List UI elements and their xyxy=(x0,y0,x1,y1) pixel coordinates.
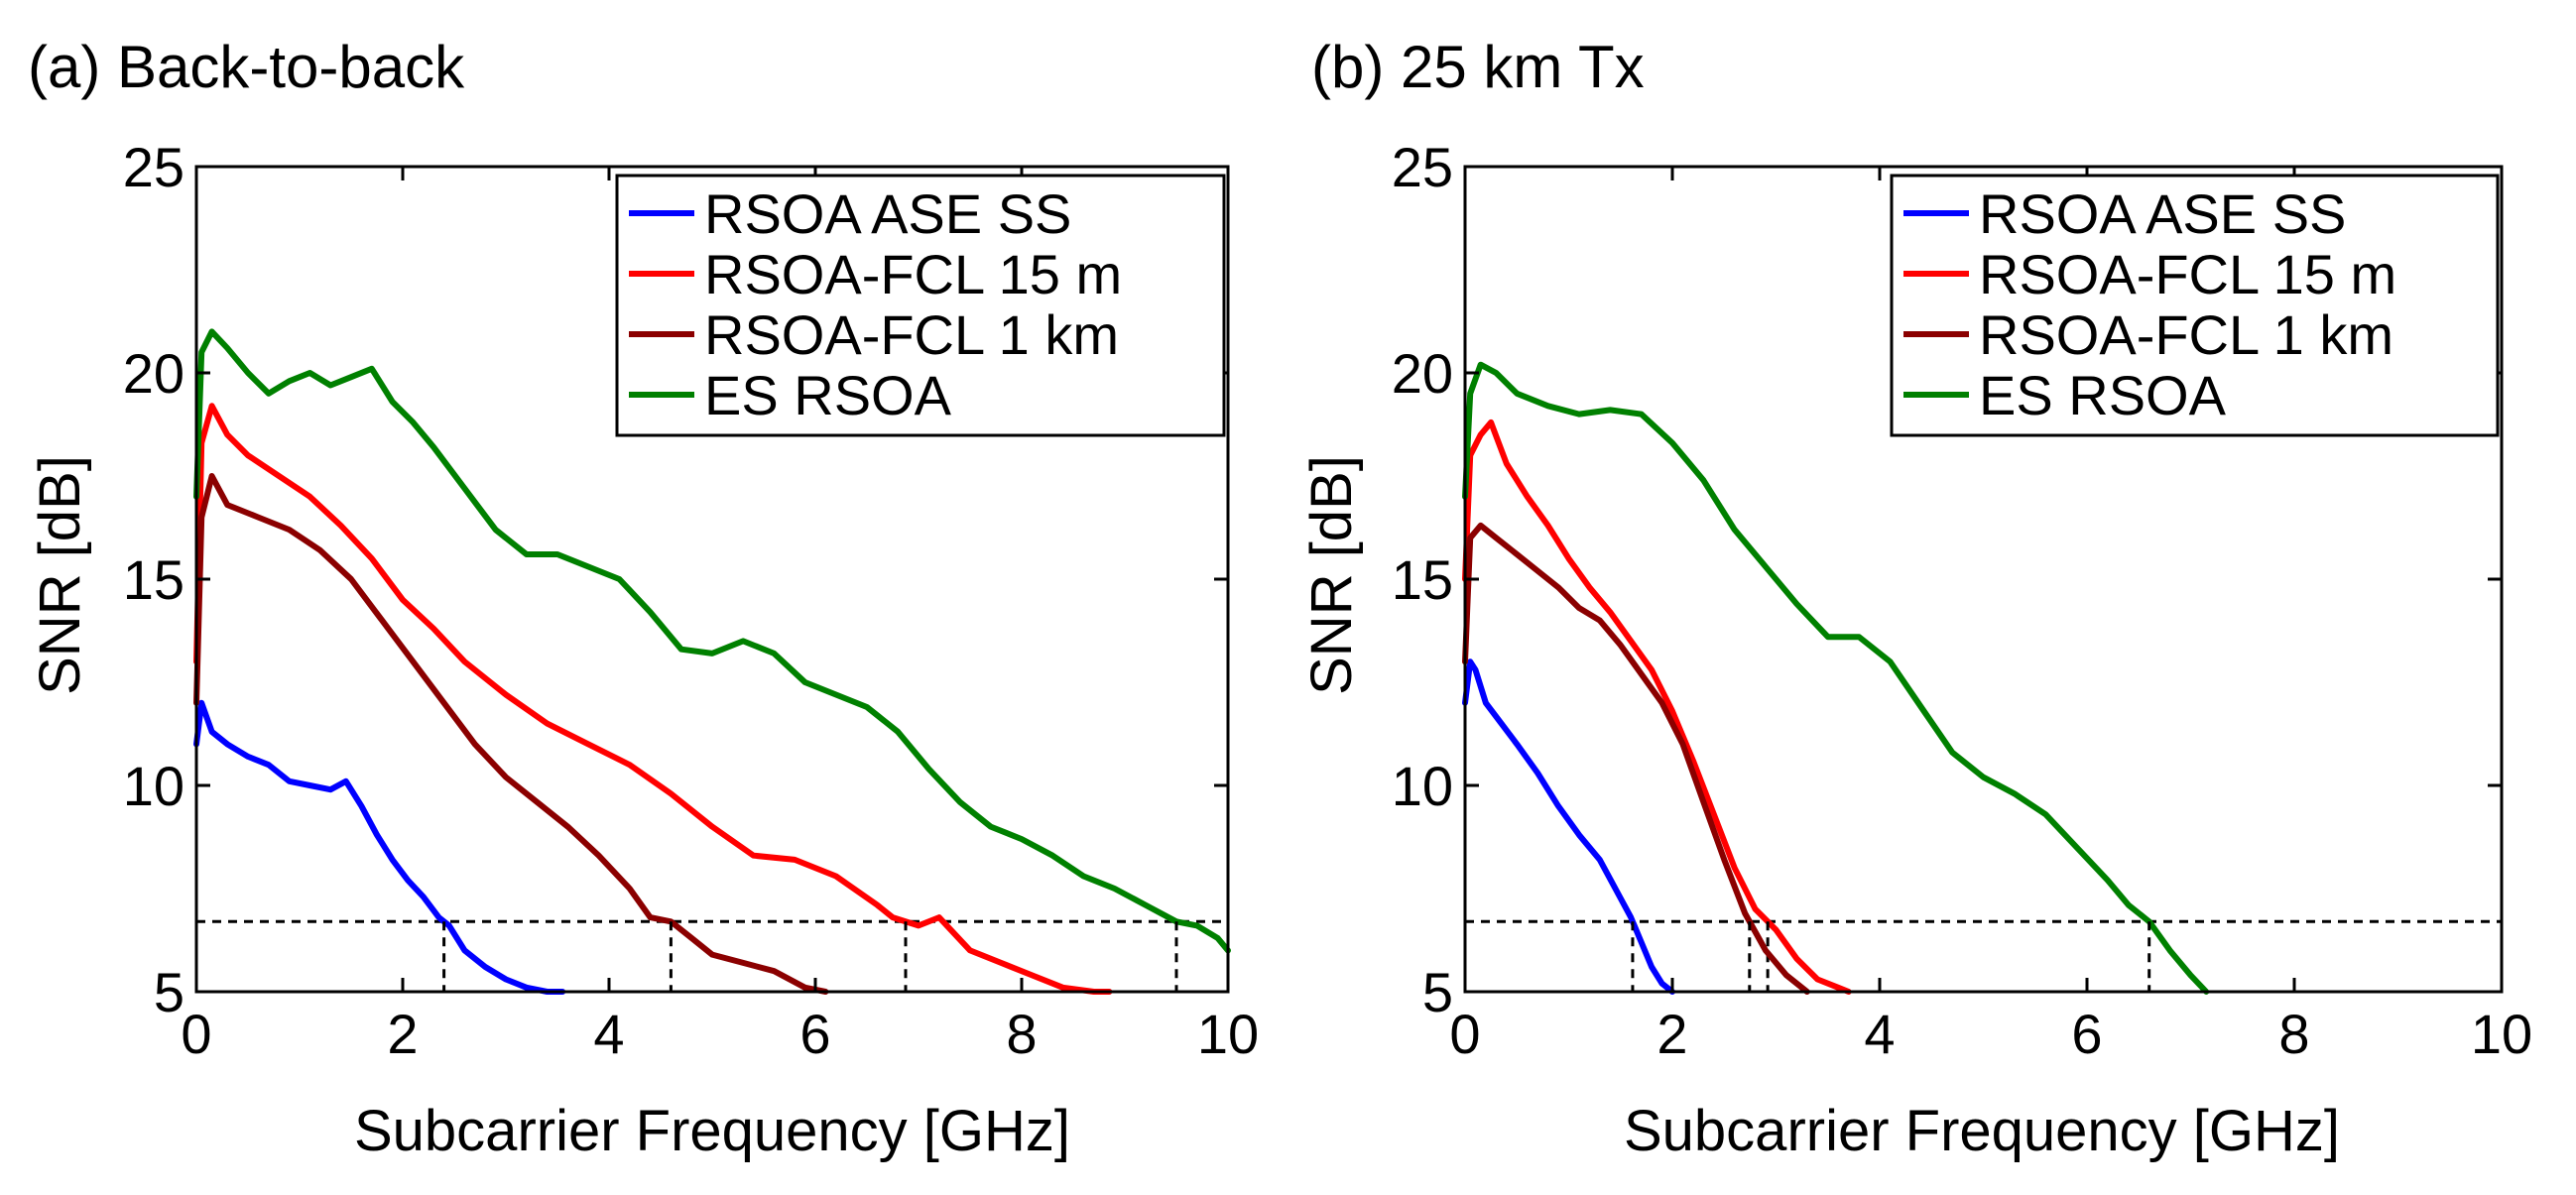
panel-a-series-line-1 xyxy=(193,403,1113,995)
panel-a-back-to-back: (a) Back-to-back Subcarrier Frequency [G… xyxy=(28,34,1259,1163)
panel-b-x-tick-label-3: 6 xyxy=(2071,1003,2102,1065)
panel-b-series-line-0 xyxy=(1462,658,1675,995)
panel-a-y-tick-label-1: 10 xyxy=(123,755,184,817)
panel-b-y-tick-label-4: 25 xyxy=(1392,136,1453,198)
panel-b-y-tick-label-0: 5 xyxy=(1422,961,1453,1023)
panel-a-x-axis-label: Subcarrier Frequency [GHz] xyxy=(354,1099,1070,1163)
panel-a-y-tick-label-0: 5 xyxy=(154,961,184,1023)
panel-a-x-tick-label-5: 10 xyxy=(1197,1003,1259,1065)
panel-b-series-line-2 xyxy=(1462,522,1810,995)
panel-a-legend-label-1: RSOA-FCL 15 m xyxy=(704,243,1122,305)
panel-a-y-tick-label-4: 25 xyxy=(123,136,184,198)
panel-b-x-tick-label-4: 8 xyxy=(2278,1003,2309,1065)
panel-b-y-tick-label-2: 15 xyxy=(1392,548,1453,611)
panel-a-y-tick-label-3: 20 xyxy=(123,342,184,405)
panel-a-series-line-2 xyxy=(193,473,829,995)
panel-b-y-tick-label-1: 10 xyxy=(1392,755,1453,817)
panel-b-y-axis-label: SNR [dB] xyxy=(1299,455,1364,695)
panel-a-x-tick-label-3: 6 xyxy=(799,1003,830,1065)
panel-a-legend-label-3: ES RSOA xyxy=(704,364,952,426)
panel-a-x-tick-label-4: 8 xyxy=(1006,1003,1037,1065)
panel-b-x-tick-label-1: 2 xyxy=(1656,1003,1687,1065)
panel-a-x-tick-label-1: 2 xyxy=(387,1003,418,1065)
panel-b-legend-label-2: RSOA-FCL 1 km xyxy=(1979,303,2393,366)
panel-a-title: (a) Back-to-back xyxy=(28,34,465,100)
panel-a-legend-label-0: RSOA ASE SS xyxy=(704,182,1071,245)
panel-b-y-tick-label-3: 20 xyxy=(1392,342,1453,405)
panel-a-legend-box xyxy=(615,174,1226,437)
panel-b-title: (b) 25 km Tx xyxy=(1311,34,1645,100)
panel-b-legend-label-3: ES RSOA xyxy=(1979,364,2227,426)
panel-a-series-line-0 xyxy=(193,699,566,995)
panel-b-25km-tx: (b) 25 km Tx Subcarrier Frequency [GHz] … xyxy=(1299,34,2532,1163)
panel-a-y-tick-label-2: 15 xyxy=(123,548,184,611)
panel-b-legend-label-0: RSOA ASE SS xyxy=(1979,182,2346,245)
panel-a-y-axis-label: SNR [dB] xyxy=(28,455,92,695)
panel-b-series-line-3 xyxy=(1462,361,2210,995)
panel-b-x-axis-label: Subcarrier Frequency [GHz] xyxy=(1624,1099,2340,1163)
panel-b-legend-box xyxy=(1890,174,2500,437)
panel-b-x-tick-label-0: 0 xyxy=(1449,1003,1480,1065)
panel-b-x-tick-label-2: 4 xyxy=(1864,1003,1895,1065)
panel-b-x-tick-label-5: 10 xyxy=(2471,1003,2532,1065)
panel-b-series-line-1 xyxy=(1462,418,1852,995)
panel-a-x-tick-label-0: 0 xyxy=(181,1003,211,1065)
panel-a-legend-label-2: RSOA-FCL 1 km xyxy=(704,303,1119,366)
panel-a-x-tick-label-2: 4 xyxy=(593,1003,624,1065)
panel-a-series-line-3 xyxy=(193,328,1231,954)
panel-b-legend-label-1: RSOA-FCL 15 m xyxy=(1979,243,2396,305)
